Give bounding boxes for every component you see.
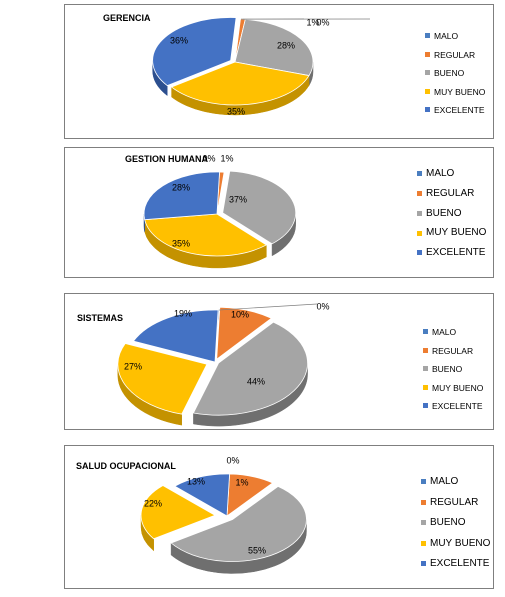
legend-label: BUENO	[430, 517, 466, 528]
legend-swatch	[417, 230, 422, 236]
data-label-malo: 0%	[202, 153, 215, 163]
legend-label: EXCELENTE	[426, 247, 486, 259]
data-label-regular: 1%	[220, 153, 233, 163]
legend-swatch	[423, 384, 428, 390]
pie-slice-excelente	[143, 171, 220, 221]
legend-swatch	[421, 479, 426, 485]
chart-title: SALUD OCUPACIONAL	[76, 461, 176, 471]
pie-slice-bueno	[192, 321, 308, 416]
legend-swatch	[423, 403, 428, 409]
data-label-malo: 0%	[316, 17, 329, 27]
pie-chart: 0%1% 28% 35% 36%	[152, 17, 371, 116]
legend-swatch	[421, 499, 426, 505]
data-label-bueno: 28%	[277, 40, 295, 50]
chart-title: GERENCIA	[103, 13, 151, 23]
legend-swatch	[417, 210, 422, 216]
legend-swatch	[423, 366, 428, 372]
legend-label: MALO	[426, 168, 455, 179]
legend-label: EXCELENTE	[430, 558, 490, 569]
legend-label: EXCELENTE	[432, 401, 483, 411]
data-label-excelente: 19%	[174, 308, 192, 318]
legend-swatch	[417, 171, 422, 177]
legend-label: MUY BUENO	[434, 86, 486, 97]
data-label-bueno: 44%	[247, 376, 265, 386]
data-label-bueno: 55%	[248, 545, 266, 555]
data-label-excelente: 13%	[187, 476, 205, 486]
legend-swatch	[421, 540, 426, 546]
pie-chart: 0% 10% 44% 27% 19%	[117, 301, 330, 427]
data-label-muy-bueno: 22%	[144, 498, 162, 508]
chart-title: SISTEMAS	[77, 313, 124, 323]
legend-label: REGULAR	[434, 49, 476, 60]
legend-swatch	[425, 33, 430, 39]
legend-swatch	[417, 191, 422, 197]
legend-label: EXCELENTE	[434, 105, 485, 115]
data-label-muy-bueno: 35%	[172, 238, 190, 248]
pie-slice-excelente	[174, 473, 231, 517]
data-label-regular: 1%	[235, 477, 248, 487]
chart-panel-gerencia: 0% 1% 28% 35% 36% GERENCIA MALO REGULAR BUENO M…	[64, 4, 494, 139]
data-label-malo: 0%	[316, 301, 329, 311]
pie-slice-muy-bueno	[140, 485, 216, 540]
leader-line	[218, 303, 318, 311]
pie-slice-excelente	[132, 309, 219, 363]
pie-chart: 0% 1% 37% 35% 28%	[143, 153, 297, 269]
legend-swatch	[417, 250, 422, 256]
chart-panel-salud-ocupacional: 0% 1% 55% 22% 13% SALUD OCUPACIONAL MALO REGU…	[64, 445, 494, 589]
legend-label: BUENO	[432, 364, 463, 374]
legend-label: MALO	[434, 31, 459, 41]
legend-swatch	[425, 88, 430, 94]
legend-swatch	[421, 520, 426, 526]
chart-panel-sistemas: 0% 10% 44% 27% 19% SISTEMAS MALO REGULAR BUENO…	[64, 293, 494, 430]
data-label-regular: 10%	[231, 309, 249, 319]
legend-label: BUENO	[426, 207, 462, 219]
legend-swatch	[423, 329, 428, 335]
legend-label: MUY BUENO	[432, 382, 484, 393]
pie-slice-muy-bueno	[170, 61, 310, 106]
legend-label: MUY BUENO	[426, 227, 487, 239]
data-label-muy-bueno: 35%	[227, 106, 245, 116]
data-label-malo: 0%	[226, 455, 239, 465]
legend-label: MUY BUENO	[430, 537, 491, 549]
data-label-excelente: 28%	[172, 182, 190, 192]
chart-title: GESTION HUMANA	[125, 154, 208, 164]
legend-swatch	[423, 347, 428, 353]
pie-slice-regular	[216, 306, 273, 361]
pie-slice-bueno	[222, 170, 297, 245]
legend-label: MALO	[430, 476, 459, 487]
legend-swatch	[425, 70, 430, 76]
legend-swatch	[425, 107, 430, 113]
legend-label: REGULAR	[430, 496, 479, 508]
data-label-excelente: 36%	[170, 35, 188, 45]
pie-slice-excelente	[152, 17, 237, 87]
legend-swatch	[425, 51, 430, 57]
legend-label: BUENO	[434, 68, 465, 78]
pie-slice-bueno	[170, 485, 307, 562]
legend-label: REGULAR	[426, 187, 475, 199]
pie-chart: 0% 1% 55% 22% 13%	[140, 455, 307, 574]
data-label-muy-bueno: 27%	[124, 361, 142, 371]
legend-label: REGULAR	[432, 345, 474, 356]
chart-panel-gestion-humana: 0% 1% 37% 35% 28% GESTION HUMANA MALO REGULAR…	[64, 147, 494, 278]
legend-label: MALO	[432, 327, 457, 337]
pie-slice-bueno	[234, 18, 314, 77]
pie-slice-muy-bueno	[144, 213, 268, 257]
data-label-regular: 1%	[306, 17, 319, 27]
data-label-bueno: 37%	[229, 194, 247, 204]
legend-swatch	[421, 561, 426, 567]
pie-slice-muy-bueno	[117, 343, 208, 415]
